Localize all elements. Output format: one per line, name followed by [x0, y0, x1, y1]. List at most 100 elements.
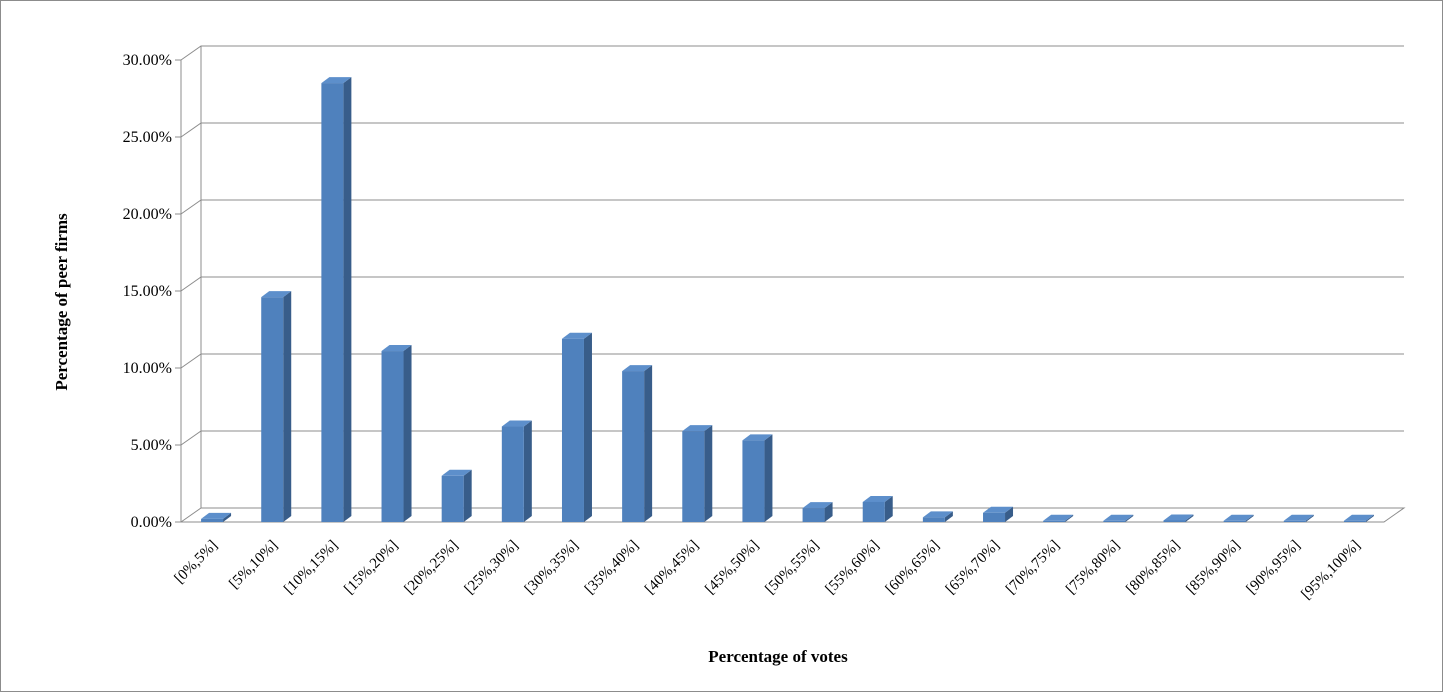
bar: [261, 291, 292, 522]
y-axis-title: Percentage of peer firms: [52, 213, 71, 391]
x-axis-ticks: [0%,5%] [5%,10%] [10%,15%] [15%,20%] [20%,25…: [172, 538, 1364, 603]
bar-side: [704, 425, 713, 522]
bar-top: [742, 434, 773, 441]
x-tick-label: [45%,50%]: [702, 538, 762, 598]
bar-top: [622, 365, 653, 372]
bar-top: [1283, 514, 1314, 521]
x-tick-label: [85%,90%]: [1184, 538, 1244, 598]
bar-front: [321, 83, 344, 522]
bar-top: [922, 511, 953, 518]
bar-front: [1103, 520, 1126, 522]
bar-top: [561, 332, 592, 339]
bar-side: [884, 495, 893, 522]
bar-side: [944, 511, 953, 522]
y-tick-label: 0.00%: [131, 514, 172, 531]
bar: [622, 365, 653, 522]
y-tick-label: 30.00%: [123, 52, 172, 69]
x-tick-label: [30%,35%]: [522, 538, 582, 598]
x-tick-label: [15%,20%]: [341, 538, 401, 598]
bar: [441, 469, 472, 522]
bar-side: [343, 77, 352, 522]
bar-front: [501, 426, 524, 522]
bar-front: [802, 508, 825, 522]
bar-top: [501, 420, 532, 427]
bar-top: [1343, 514, 1374, 521]
y-axis-ticks: 0.00% 5.00% 10.00% 15.00% 20.00% 25.00% 30.00%: [123, 52, 181, 531]
bar-front: [201, 518, 224, 522]
x-tick-label: [70%,75%]: [1003, 538, 1063, 598]
x-tick-label: [25%,30%]: [462, 538, 522, 598]
bar: [862, 495, 893, 522]
bar-front: [381, 351, 404, 522]
bar-front: [983, 512, 1006, 522]
bar-side: [283, 291, 292, 522]
y-tick-label: 25.00%: [123, 129, 172, 146]
x-tick-label: [40%,45%]: [642, 538, 702, 598]
x-tick-label: [65%,70%]: [943, 538, 1003, 598]
bar-front: [742, 440, 765, 522]
bar: [321, 77, 352, 522]
bar: [922, 511, 953, 522]
y-tick-label: 20.00%: [123, 206, 172, 223]
bar-side: [583, 332, 592, 522]
bar: [1103, 514, 1134, 522]
gridlines: [179, 45, 1406, 523]
gridline: [180, 353, 1404, 369]
bar: [501, 420, 532, 522]
bar-top: [983, 506, 1014, 513]
bar-front: [261, 297, 284, 522]
bar-front: [441, 475, 464, 522]
x-tick-label: [55%,60%]: [823, 538, 883, 598]
bar: [381, 345, 412, 522]
bar-top: [381, 345, 412, 352]
bar-side: [764, 434, 773, 522]
x-tick-label: [80%,85%]: [1123, 538, 1183, 598]
bar-top: [201, 512, 232, 519]
bar: [1223, 514, 1254, 522]
y-tick-label: 5.00%: [131, 437, 172, 454]
bar: [1163, 514, 1194, 522]
bar-top: [802, 502, 833, 509]
bar: [742, 434, 773, 522]
bar-side: [1005, 506, 1014, 522]
y-tick-label: 10.00%: [123, 360, 172, 377]
bar-side: [1365, 514, 1374, 522]
bar-side: [463, 469, 472, 522]
bar-front: [1043, 520, 1066, 522]
floor-plane: [179, 507, 1406, 523]
bar-front: [922, 517, 945, 522]
y-tick-label: 15.00%: [123, 283, 172, 300]
x-tick-label: [0%,5%]: [172, 538, 221, 587]
bar-top: [321, 77, 352, 84]
x-tick-label: [5%,10%]: [226, 538, 281, 593]
bar-side: [523, 420, 532, 522]
bar-front: [622, 371, 645, 522]
bar: [561, 332, 592, 522]
bar-front: [561, 338, 584, 522]
x-axis-title: Percentage of votes: [708, 647, 848, 666]
bar-top: [261, 291, 292, 298]
bar-front: [862, 501, 885, 522]
bar-side: [1065, 514, 1074, 522]
bar-side: [1245, 514, 1254, 522]
bar-side: [644, 365, 653, 522]
bar-side: [1185, 514, 1194, 522]
bar-front: [1343, 520, 1366, 522]
bar-top: [682, 425, 713, 432]
bar: [1043, 514, 1074, 522]
bar-side: [824, 502, 833, 522]
bar-front: [682, 431, 705, 522]
bar: [201, 512, 232, 522]
x-tick-label: [20%,25%]: [402, 538, 462, 598]
gridline: [180, 276, 1404, 292]
x-tick-label: [10%,15%]: [281, 538, 341, 598]
bar-side: [1125, 514, 1134, 522]
bar: [802, 502, 833, 522]
x-tick-label: [35%,40%]: [582, 538, 642, 598]
bar-side: [403, 345, 412, 522]
bar-front: [1223, 520, 1246, 522]
bar-front: [1283, 520, 1306, 522]
bars: [201, 77, 1374, 522]
